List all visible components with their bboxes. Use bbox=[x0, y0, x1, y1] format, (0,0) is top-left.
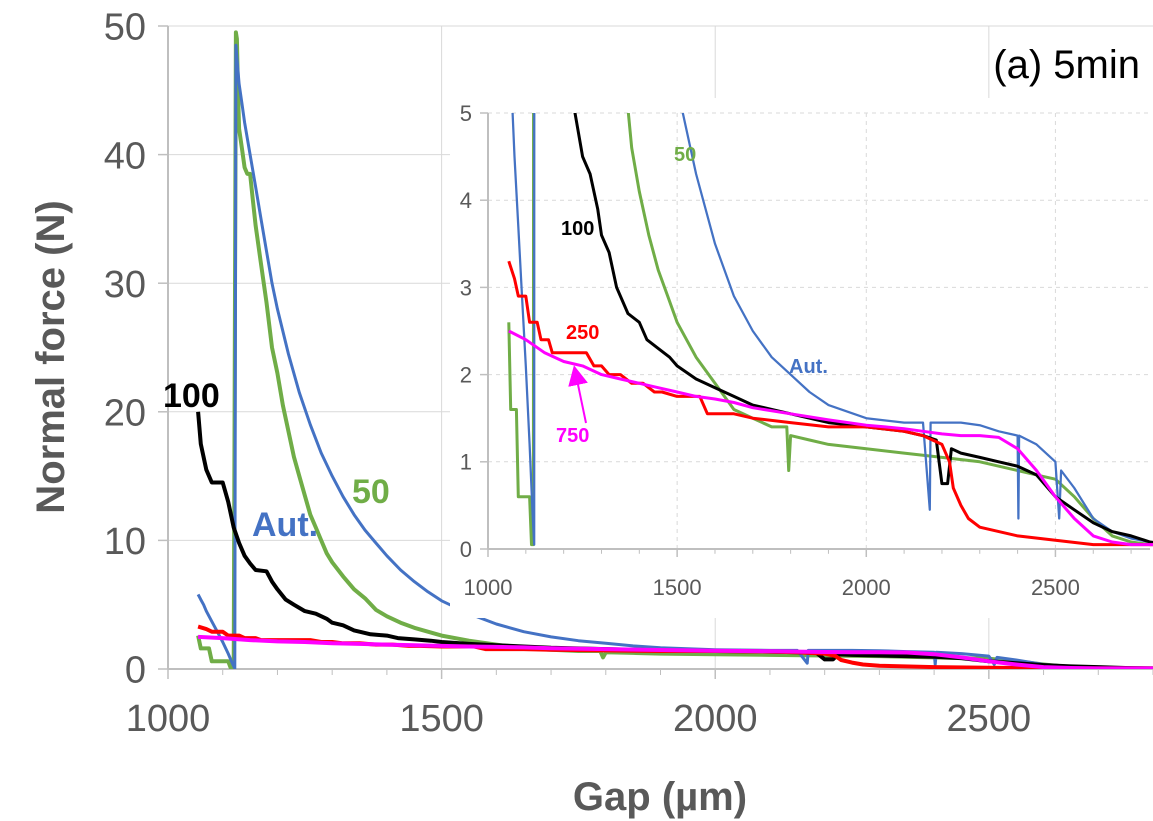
main-series bbox=[196, 30, 1153, 669]
main-series-50 bbox=[196, 30, 1153, 669]
inset-x-tick-label: 1500 bbox=[653, 575, 702, 600]
inset-series-100 bbox=[573, 113, 1153, 544]
inset-y-tick-label: 2 bbox=[460, 363, 472, 388]
main-x-tick-label: 1000 bbox=[126, 698, 211, 740]
label-50-inset: 50 bbox=[674, 144, 696, 166]
arrow-750-to-curve bbox=[568, 365, 588, 424]
main-y-tick-label: 10 bbox=[104, 521, 146, 563]
inset-y-tick-label: 4 bbox=[460, 188, 472, 213]
label-750-inset: 750 bbox=[556, 425, 589, 447]
label-250-inset: 250 bbox=[566, 322, 599, 344]
main-x-tick-label: 2000 bbox=[673, 698, 758, 740]
main-series-750 bbox=[198, 634, 1153, 669]
main-y-tick-label: 40 bbox=[104, 135, 146, 177]
inset-x-tick-label: 2000 bbox=[842, 575, 891, 600]
inset-y-tick-label: 0 bbox=[460, 537, 472, 562]
x-axis-title: Gap (µm) bbox=[573, 775, 747, 819]
inset-x-tick-label: 1000 bbox=[464, 575, 513, 600]
main-series-aut bbox=[196, 43, 1153, 669]
main-y-tick-label: 20 bbox=[104, 392, 146, 434]
inset-y-tick-label: 1 bbox=[460, 450, 472, 475]
inset-x-tick-label: 2500 bbox=[1031, 575, 1080, 600]
label-aut-inset: Aut. bbox=[789, 356, 828, 378]
inset-y-tick-label: 5 bbox=[460, 101, 472, 126]
main-x-tick-label: 1500 bbox=[399, 698, 484, 740]
main-x-tick-label: 2500 bbox=[947, 698, 1032, 740]
label-100-inset: 100 bbox=[561, 218, 594, 240]
inset-axes bbox=[480, 112, 1150, 557]
inset-series-50 bbox=[507, 113, 1153, 547]
label-100-main: 100 bbox=[163, 377, 220, 415]
inset-series-aut bbox=[511, 113, 1153, 546]
inset-y-tick-label: 3 bbox=[460, 275, 472, 300]
inset-tick-labels: 0 1 2 3 4 5 1000 1500 2000 2500 bbox=[460, 101, 1080, 600]
panel-title: (a) 5min bbox=[993, 43, 1140, 87]
main-y-tick-label: 30 bbox=[104, 264, 146, 306]
inset-series bbox=[507, 113, 1153, 547]
inset-chart: 0 1 2 3 4 5 1000 1500 2000 2500 50 100 250 Aut. 7… bbox=[450, 98, 1153, 618]
label-50-main: 50 bbox=[352, 473, 390, 511]
label-aut-main: Aut. bbox=[252, 506, 318, 544]
main-y-tick-label: 0 bbox=[125, 650, 146, 692]
main-y-tick-label: 50 bbox=[104, 7, 146, 49]
inset-background bbox=[450, 98, 1153, 618]
inset-series-750 bbox=[508, 329, 1153, 547]
main-series-100 bbox=[196, 411, 1153, 669]
y-axis-title: Normal force (N) bbox=[29, 200, 73, 513]
